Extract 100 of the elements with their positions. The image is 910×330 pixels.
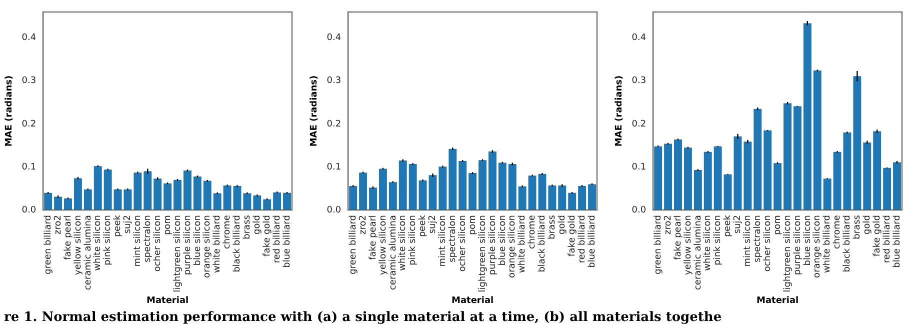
x-tick-label: ocher silicon <box>762 215 773 272</box>
bar <box>714 146 722 210</box>
bar <box>803 23 812 210</box>
bar <box>174 180 182 210</box>
x-tick-label: red billiard <box>272 215 282 264</box>
x-tick-label: white billiard <box>822 215 833 274</box>
x-tick-label: fake gold <box>567 215 578 256</box>
x-tick-label: blue billiard <box>587 215 598 268</box>
bar <box>558 186 566 210</box>
bar <box>853 76 862 210</box>
bar <box>388 182 397 210</box>
bar <box>359 172 368 210</box>
x-tick-label: mint silicon <box>743 215 754 267</box>
y-tick-label: 0.0 <box>632 205 646 216</box>
bar <box>104 170 112 210</box>
x-tick-label: zro2 <box>53 215 64 235</box>
y-tick-label: 0.0 <box>326 205 342 216</box>
x-tick-label: brass <box>548 214 558 240</box>
x-tick-label: gold <box>862 215 872 234</box>
bar <box>893 162 902 210</box>
x-tick-label: pink silicon <box>103 215 114 266</box>
x-tick-label: blue billiard <box>892 215 902 268</box>
bar <box>273 192 282 210</box>
bar <box>744 142 752 210</box>
y-axis-title: MAE (radians) <box>614 75 625 147</box>
bar <box>823 178 832 210</box>
bar <box>873 131 882 210</box>
bar <box>369 188 377 210</box>
bar <box>378 168 387 210</box>
x-tick-label: blue silicon <box>802 215 813 266</box>
bar <box>418 180 427 210</box>
x-tick-label: green billiard <box>653 215 664 274</box>
bar <box>183 170 192 210</box>
x-tick-label: yellow silicon <box>683 215 694 276</box>
bar <box>664 144 672 210</box>
y-tick-label: 0.3 <box>632 76 646 86</box>
x-tick-label: spectralon <box>142 215 153 262</box>
bar <box>164 183 172 210</box>
y-tick-label: 0.3 <box>22 76 36 86</box>
bar <box>203 180 212 210</box>
bar <box>883 168 892 210</box>
x-tick-label: blue silicon <box>498 215 508 266</box>
y-tick-label: 0.2 <box>632 119 646 130</box>
x-tick-label: peek <box>723 214 734 238</box>
x-tick-label: suj2 <box>733 215 744 234</box>
y-tick-label: 0.1 <box>632 162 646 172</box>
bar <box>508 164 516 210</box>
x-tick-label: black billiard <box>842 215 853 272</box>
bar <box>283 192 292 210</box>
x-tick-label: peek <box>418 214 428 238</box>
x-tick-label: mint silicon <box>438 215 448 267</box>
x-tick-label: ocher silicon <box>152 215 163 272</box>
x-tick-label: green billiard <box>43 215 54 274</box>
bar <box>813 70 822 210</box>
x-tick-label: pom <box>772 215 783 236</box>
y-axis-title: MAE (radians) <box>310 75 320 147</box>
x-tick-label: white silicon <box>398 215 408 271</box>
bar <box>793 106 802 210</box>
x-tick-label: green billiard <box>348 215 358 274</box>
bar <box>843 132 852 210</box>
bar <box>654 146 662 210</box>
x-tick-label: pink silicon <box>408 215 418 266</box>
x-tick-label: yellow silicon <box>73 215 84 276</box>
x-tick-label: purple silicon <box>488 215 498 276</box>
x-tick-label: lightgreen silicon <box>478 215 488 292</box>
x-tick-label: yellow silicon <box>378 215 388 276</box>
x-tick-label: fake pearl <box>63 215 74 260</box>
y-axis-title: MAE (radians) <box>4 75 15 147</box>
y-tick-label: 0.1 <box>22 162 36 172</box>
bar <box>468 173 477 210</box>
text: re 1. Normal estimation performance with (a) a single material at a time, (b) all materials togethe <box>4 310 722 325</box>
x-tick-label: chrome <box>528 214 538 250</box>
x-tick-label: black billiard <box>232 215 243 272</box>
x-tick-label: white billiard <box>518 215 528 274</box>
bar <box>408 164 417 210</box>
x-tick-label: blue silicon <box>192 215 203 266</box>
bar <box>74 178 82 210</box>
x-tick-label: lightgreen silicon <box>172 215 183 292</box>
bar <box>684 148 692 210</box>
x-tick-label: white silicon <box>703 215 714 271</box>
x-tick-label: lightgreen silicon <box>782 215 793 292</box>
bar <box>578 186 586 210</box>
x-tick-label: fake pearl <box>673 215 684 260</box>
y-tick-label: 0.2 <box>326 119 342 130</box>
bar <box>94 166 102 210</box>
bar <box>764 130 772 210</box>
bar <box>863 142 872 210</box>
x-axis-title: Material <box>756 296 799 306</box>
bar <box>223 186 232 210</box>
x-tick-label: red billiard <box>882 215 892 264</box>
x-tick-label: fake gold <box>262 215 272 256</box>
bar <box>193 176 202 210</box>
bar <box>54 196 62 210</box>
y-tick-label: 0.1 <box>326 162 342 172</box>
x-tick-label: ocher silicon <box>458 215 468 272</box>
x-tick-label: chrome <box>832 214 843 250</box>
x-tick-label: ceramic alumina <box>693 215 704 290</box>
bar <box>44 192 52 210</box>
x-tick-label: pom <box>162 215 173 236</box>
x-tick-label: peek <box>113 214 124 238</box>
